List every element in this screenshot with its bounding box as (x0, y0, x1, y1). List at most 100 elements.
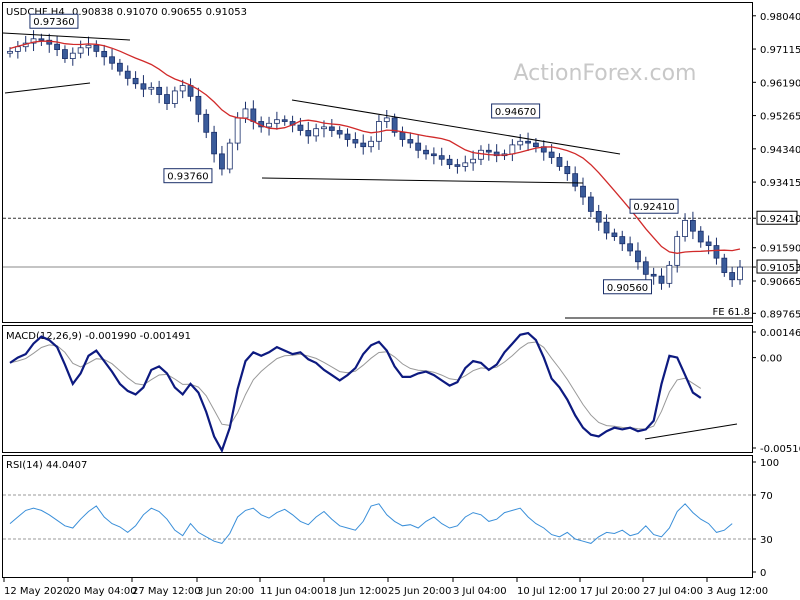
rsi-line (9, 503, 733, 544)
price-annotation-box (629, 198, 679, 214)
candle-body (368, 140, 374, 148)
candle-body (344, 133, 351, 140)
candle-body (211, 131, 217, 155)
price-tick-label: 0.97115 (760, 45, 800, 56)
price-annotation: 0.93760 (163, 168, 213, 184)
candle-body (30, 38, 37, 44)
candle-body (650, 273, 657, 277)
price-annotation-label: 0.90560 (607, 283, 648, 294)
candle-body (642, 261, 649, 275)
price-marker-box (756, 259, 798, 274)
price-panel-frame (2, 2, 753, 323)
macd-layer (9, 331, 738, 454)
candle-body (85, 44, 92, 49)
candle-body (179, 85, 186, 92)
candle-body (485, 149, 492, 153)
price-annotation: 0.92410 (629, 198, 679, 214)
candle-body (281, 119, 288, 122)
candle-body (548, 151, 555, 158)
x-tick-label: 12 May 2020 (4, 586, 69, 597)
price-tick-label: 0.90665 (760, 277, 800, 288)
candle-body (587, 196, 594, 212)
x-tick-label: 20 May 04:00 (68, 586, 137, 597)
macd-divergence-line (644, 423, 738, 440)
candle-body (572, 173, 579, 187)
candle-body (109, 56, 115, 64)
x-tick-label: 3 Aug 12:00 (707, 586, 768, 597)
price-tick-label: 0.95265 (760, 112, 800, 123)
candle-body (478, 149, 484, 160)
candle-body (352, 139, 359, 144)
x-tick-label: 27 May 12:00 (132, 586, 201, 597)
candle-body (658, 275, 665, 284)
candle-body (603, 221, 610, 234)
candle-body (517, 140, 524, 146)
candle-body (713, 245, 720, 259)
fe-level-label: FE 61.8 (712, 307, 750, 318)
ohlc-header: 0.90838 0.91070 0.90655 0.91053 (72, 7, 247, 18)
price-annotation-label: 0.97360 (33, 17, 74, 28)
price-annotation-box (29, 13, 79, 29)
rsi-layer (3, 494, 752, 544)
candle-body (250, 108, 257, 122)
candle-body (619, 236, 626, 245)
candle-body (674, 236, 681, 266)
candle-body (226, 142, 233, 170)
price-panel-title: USDCHF,H4 (6, 7, 65, 18)
rsi-tick-label: 70 (760, 491, 773, 502)
candle-body (666, 264, 673, 284)
candle-body (737, 266, 743, 281)
macd-panel-frame (2, 325, 753, 453)
candle-body (580, 185, 586, 198)
candle-body (391, 117, 398, 133)
candle-body (305, 130, 312, 137)
candle-body (690, 219, 696, 232)
candle-body (423, 149, 429, 155)
price-annotation: 0.94670 (491, 103, 541, 119)
rsi-tick-label: 30 (760, 535, 773, 546)
candle-body (242, 108, 249, 119)
rsi-panel-title: RSI(14) 44.0407 (6, 460, 87, 471)
macd-tick-label: 0.001461 (760, 328, 800, 339)
candle-body (101, 50, 108, 58)
rsi-tick-label: 0 (760, 568, 766, 579)
candle-body (266, 122, 272, 128)
moving-average-line (9, 40, 741, 254)
candle-body (187, 85, 194, 97)
watermark: ActionForex.com (514, 61, 697, 86)
price-tick-label: 0.89765 (760, 309, 800, 320)
candle-body (336, 130, 343, 135)
macd-tick-label: 0.00 (760, 354, 782, 365)
rsi-tick-label: 100 (760, 458, 779, 469)
price-annotation-label: 0.92410 (633, 202, 674, 213)
candle-body (564, 166, 571, 175)
candle-body (328, 126, 335, 131)
macd-tick-label: -0.00516 (760, 444, 800, 455)
candle-body (611, 232, 618, 237)
candle-body (14, 46, 21, 52)
trendline (2, 32, 131, 41)
x-tick-label: 17 Jul 20:00 (580, 586, 640, 597)
candle-body (705, 241, 712, 246)
x-tick-label: 3 Jul 04:00 (453, 586, 507, 597)
trendline (4, 82, 91, 94)
candle-body (93, 44, 100, 52)
price-marker-box (756, 210, 798, 225)
candle-body (7, 50, 13, 54)
candle-body (470, 158, 477, 164)
candle-body (415, 142, 422, 151)
panel-frames (2, 2, 753, 578)
x-tick-label: 25 Jun 20:00 (388, 586, 452, 597)
price-tick-label: 0.94340 (760, 145, 800, 156)
candle-body (313, 128, 320, 137)
candle-body (721, 257, 728, 273)
price-tick-label: 0.91590 (760, 244, 800, 255)
price-tick-label: 0.93415 (760, 178, 800, 189)
x-tick-label: 11 Jun 04:00 (260, 586, 324, 597)
candle-body (430, 153, 437, 157)
price-annotation-box (603, 279, 653, 295)
trendline (291, 99, 621, 155)
trendline (261, 177, 584, 184)
axes-layer: 0.98040 0.97115 0.96190 0.95265 0.94340 0.934… (3, 12, 800, 597)
